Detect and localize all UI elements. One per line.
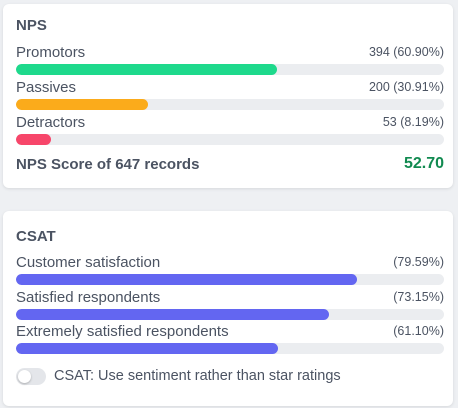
satisfied-respondents-metric: Satisfied respondents (73.15%) [16, 289, 444, 322]
satisfied-respondents-progress-track [16, 309, 444, 320]
passives-progress-fill [16, 99, 149, 110]
passives-progress-track [16, 99, 444, 110]
detractors-progress-track [16, 134, 444, 145]
nps-title: NPS [16, 17, 47, 34]
sentiment-toggle-row: CSAT: Use sentiment rather than star rat… [16, 366, 444, 388]
detractors-metric: Detractors 53 (8.19%) [16, 114, 444, 147]
passives-label: Passives [16, 79, 77, 96]
satisfied-respondents-label: Satisfied respondents [16, 289, 161, 306]
nps-score-row: NPS Score of 647 records 52.70 [16, 154, 444, 176]
customer-satisfaction-value: (79.59%) [393, 255, 444, 269]
toggle-knob [18, 370, 31, 383]
sentiment-toggle[interactable] [16, 368, 46, 385]
nps-card: NPS Promotors 394 (60.90%) Passives 200 … [3, 4, 453, 188]
extremely-satisfied-progress-fill [16, 343, 278, 354]
extremely-satisfied-metric: Extremely satisfied respondents (61.10%) [16, 323, 444, 356]
promotors-metric: Promotors 394 (60.90%) [16, 44, 444, 77]
detractors-label: Detractors [16, 114, 86, 131]
satisfied-respondents-value: (73.15%) [393, 290, 444, 304]
detractors-progress-fill [16, 134, 52, 145]
detractors-value: 53 (8.19%) [382, 115, 444, 129]
passives-metric: Passives 200 (30.91%) [16, 79, 444, 112]
promotors-value: 394 (60.90%) [368, 45, 444, 59]
extremely-satisfied-label: Extremely satisfied respondents [16, 323, 229, 340]
passives-value: 200 (30.91%) [368, 80, 444, 94]
customer-satisfaction-progress-track [16, 274, 444, 285]
extremely-satisfied-progress-track [16, 343, 444, 354]
customer-satisfaction-label: Customer satisfaction [16, 254, 161, 271]
nps-score-label: NPS Score of 647 records [16, 156, 200, 173]
nps-score-value: 52.70 [403, 155, 444, 172]
csat-title: CSAT [16, 228, 56, 245]
promotors-label: Promotors [16, 44, 86, 61]
satisfied-respondents-progress-fill [16, 309, 330, 320]
extremely-satisfied-value: (61.10%) [393, 324, 444, 338]
promotors-progress-track [16, 64, 444, 75]
csat-card: CSAT Customer satisfaction (79.59%) Sati… [3, 211, 453, 406]
promotors-progress-fill [16, 64, 277, 75]
sentiment-toggle-label[interactable]: CSAT: Use sentiment rather than star rat… [54, 368, 341, 384]
customer-satisfaction-metric: Customer satisfaction (79.59%) [16, 254, 444, 287]
customer-satisfaction-progress-fill [16, 274, 357, 285]
